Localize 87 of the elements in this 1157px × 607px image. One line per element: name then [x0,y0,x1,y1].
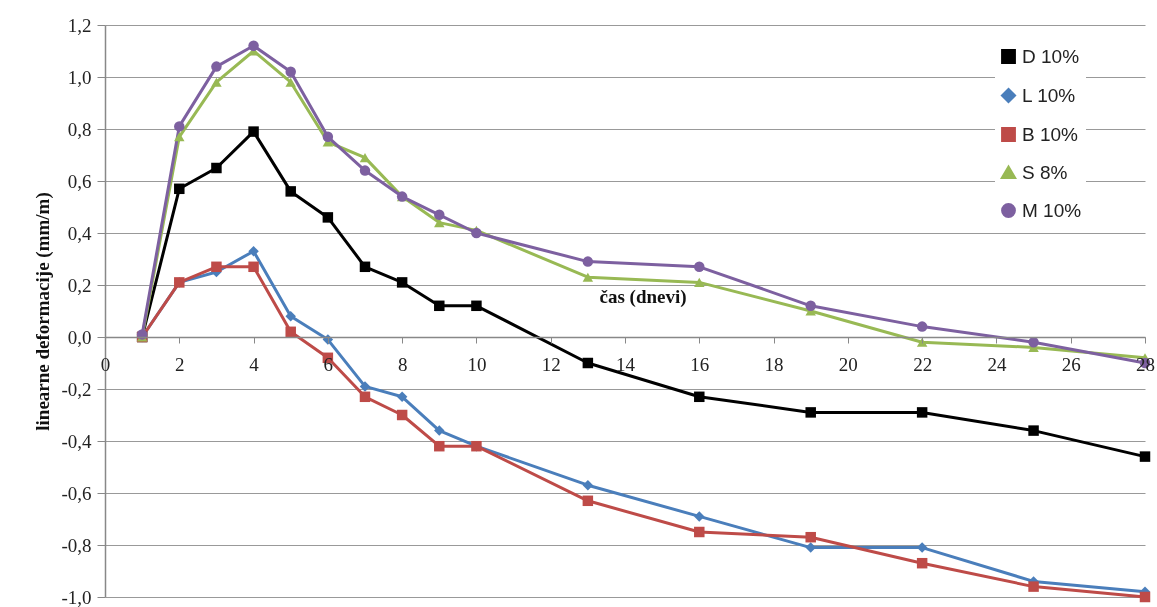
legend-label: M 10% [1022,199,1082,221]
point [916,337,928,347]
point [322,212,334,223]
point [285,310,296,322]
y-tick-label: 0,8 [67,118,92,140]
x-tick-label: 22 [913,353,933,375]
point [211,261,222,273]
point [582,495,594,507]
x-tick-label: 8 [397,353,408,375]
point [694,277,705,287]
x-tick-label: 12 [541,353,561,375]
point [285,186,296,197]
point [1139,451,1151,462]
point [434,209,445,221]
point [582,256,594,267]
point [322,131,334,143]
point [471,227,482,239]
y-tick-label: -0,6 [61,482,92,504]
y-tick-label: 1,0 [67,66,92,88]
point [434,425,445,436]
y-tick-label: 0,2 [67,274,92,296]
x-axis-title: čas (dnevi) [599,286,687,309]
x-tick-label: 16 [690,353,710,375]
legend-label: S 8% [1022,161,1068,183]
y-axis-title: linearne deformacije (mm/m) [32,192,55,431]
point [434,300,445,312]
point [359,153,371,163]
y-tick-label: 1,2 [67,14,92,36]
point [1028,425,1039,436]
y-tick-label: -0,2 [61,378,92,400]
point [805,542,816,553]
point [248,261,259,273]
point [582,479,594,491]
point [916,321,928,332]
point [396,391,408,403]
point [582,357,594,369]
point [694,391,705,403]
point [359,391,371,403]
point [694,526,705,538]
point [396,277,408,288]
y-tick-label: -0,4 [61,430,92,452]
legend-label: B 10% [1022,123,1079,145]
x-tick-label: 14 [616,353,636,375]
point [174,183,185,195]
point [248,40,259,52]
legend-label: D 10% [1022,45,1080,67]
point [285,326,296,338]
point [396,409,408,421]
point [434,218,445,228]
point [248,245,259,257]
point [174,132,185,142]
point [805,300,816,312]
x-tick-label: 24 [987,353,1007,375]
point [248,126,259,137]
point [471,300,482,312]
point [694,511,705,522]
y-tick-label: 0,6 [67,170,92,192]
x-tick-label: 0 [100,353,111,375]
y-tick-label: -0,8 [61,534,92,556]
point [916,557,928,569]
x-tick-label: 2 [175,353,185,375]
x-tick-label: 20 [838,353,858,375]
x-tick-label: 4 [249,353,260,375]
point [916,407,928,418]
point [582,272,594,282]
point [805,531,816,543]
point [211,162,222,174]
point [1139,591,1151,603]
point [211,61,222,72]
x-tick-label: 10 [467,353,487,375]
point [359,261,371,273]
point [1028,581,1039,592]
y-tick-label: 0,4 [67,222,92,244]
point [285,66,296,78]
legend-label: L 10% [1022,84,1076,106]
x-tick-label: 18 [764,353,784,375]
point [285,77,296,87]
point [211,77,222,87]
y-tick-label: -1,0 [61,586,92,607]
point [805,407,816,418]
y-tick-label: 0,0 [67,326,92,348]
point [359,381,371,392]
point [174,121,185,132]
point [694,261,705,273]
point [359,165,371,176]
point [434,440,445,452]
x-tick-label: 26 [1061,353,1081,375]
